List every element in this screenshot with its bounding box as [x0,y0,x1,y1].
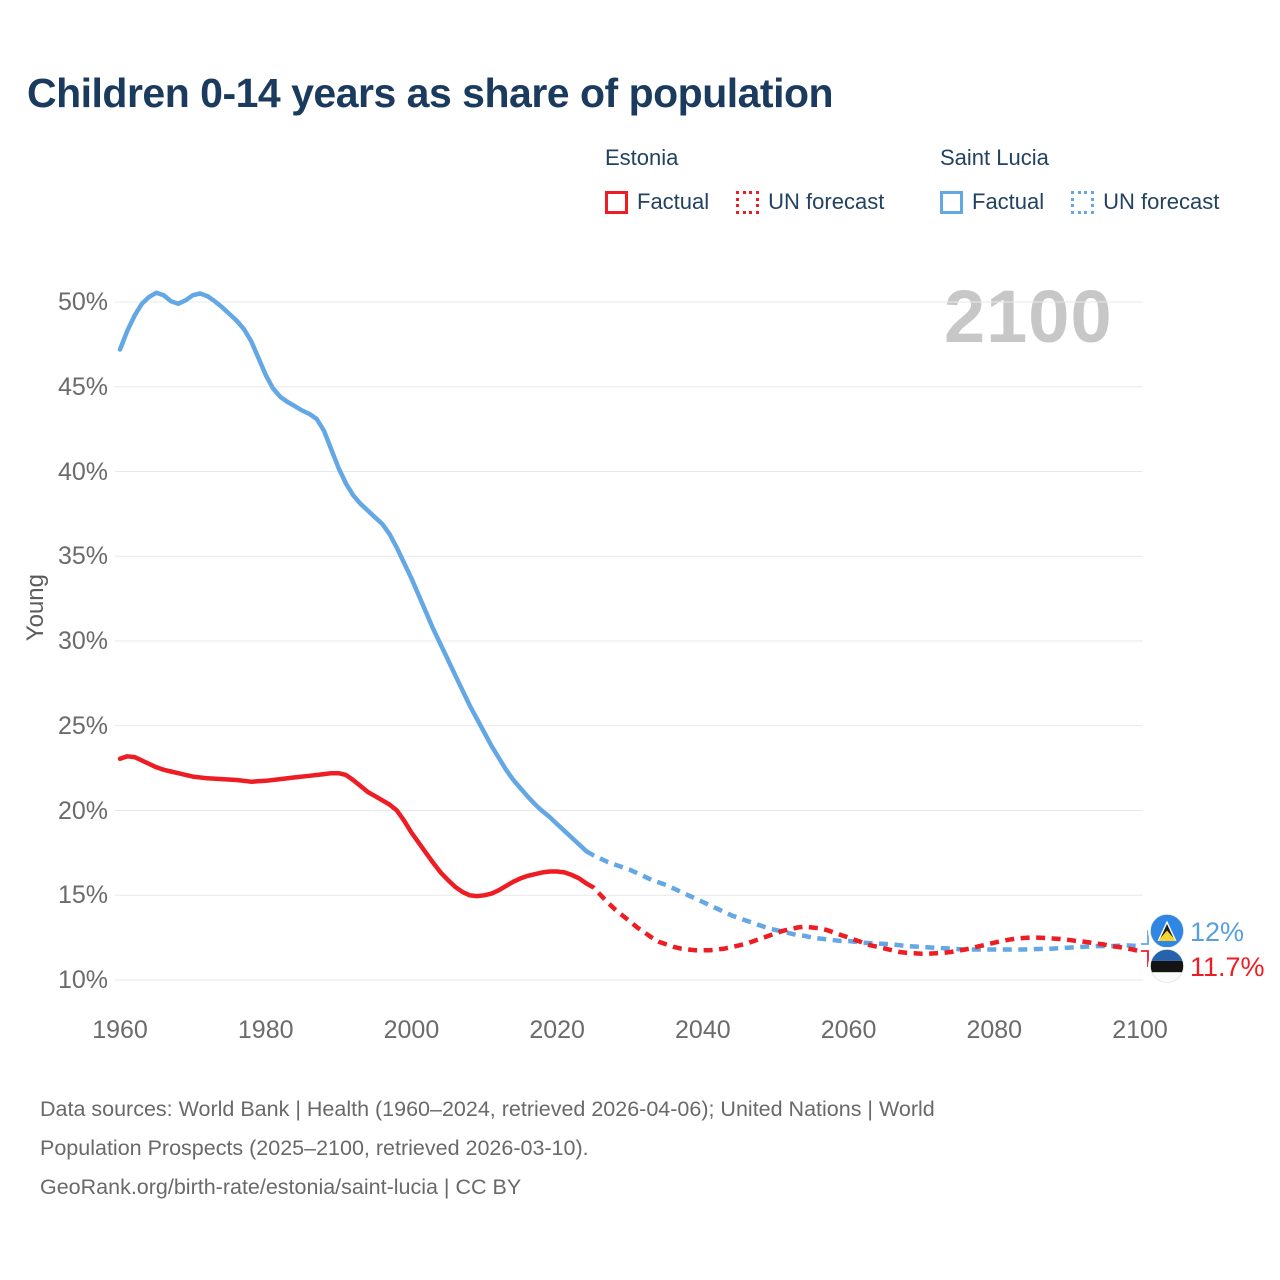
footer-line-1: Data sources: World Bank | Health (1960–… [40,1097,935,1121]
saint-lucia-factual-swatch-icon [940,190,963,214]
footer-source-link: GeoRank.org/birth-rate/estonia/saint-luc… [40,1175,522,1199]
end-value-saint-lucia: 12% [1190,917,1245,947]
legend-label: UN forecast [768,189,885,214]
x-tick-label: 1960 [92,1016,148,1044]
estonia-forecast-line[interactable] [585,881,1141,956]
legend-item-estonia-factual[interactable]: Factual [605,189,709,215]
watermark-year: 2100 [944,275,1113,358]
x-tick-label: 2060 [820,1016,877,1044]
x-tick-label: 2040 [675,1016,731,1044]
y-tick-label: 25% [57,711,108,740]
legend-group-saint-lucia: Saint Lucia Factual UN forecast [940,145,1219,215]
saint-lucia-forecast-line[interactable] [585,849,1141,952]
estonia-factual-line[interactable] [117,754,589,899]
legend-title-saint-lucia: Saint Lucia [940,145,1049,170]
legend-label: Factual [972,189,1045,214]
legend-label: Factual [637,189,710,214]
estonia-flag-icon [1148,947,1186,985]
y-tick-label: 30% [57,627,108,655]
gridlines [115,301,1143,981]
saint-lucia-flag-icon [1148,912,1186,950]
y-tick-label: 50% [57,288,108,316]
end-value-estonia: 11.7% [1190,952,1265,982]
x-tick-label: 2020 [529,1016,585,1044]
saint-lucia-factual-line[interactable] [117,290,589,854]
estonia-factual-swatch-icon [605,190,628,214]
footer-line-2: Population Prospects (2025–2100, retriev… [40,1136,589,1160]
footer-attribution: Data sources: World Bank | Health (1960–… [40,1090,935,1207]
legend-title-estonia: Estonia [605,145,679,170]
legend-label: UN forecast [1103,189,1220,214]
legend-item-saint-lucia-forecast[interactable]: UN forecast [1071,189,1219,215]
saint-lucia-forecast-swatch-icon [1071,190,1095,214]
y-tick-label: 20% [57,796,108,825]
x-tick-label: 2100 [1112,1016,1168,1044]
legend-group-estonia: Estonia Factual UN forecast [605,145,884,215]
y-tick-label: 15% [57,881,108,910]
y-tick-label: 45% [57,372,108,401]
page-title: Children 0-14 years as share of populati… [27,70,834,116]
legend-item-saint-lucia-factual[interactable]: Factual [940,189,1044,215]
x-tick-label: 1980 [237,1016,294,1044]
estonia-forecast-swatch-icon [736,190,760,214]
x-tick-label: 2000 [383,1016,440,1044]
y-tick-label: 40% [57,457,108,486]
x-tick-label: 2080 [966,1016,1023,1044]
y-tick-label: 35% [57,542,108,571]
legend-item-estonia-forecast[interactable]: UN forecast [736,189,884,215]
y-tick-label: 10% [57,966,108,994]
